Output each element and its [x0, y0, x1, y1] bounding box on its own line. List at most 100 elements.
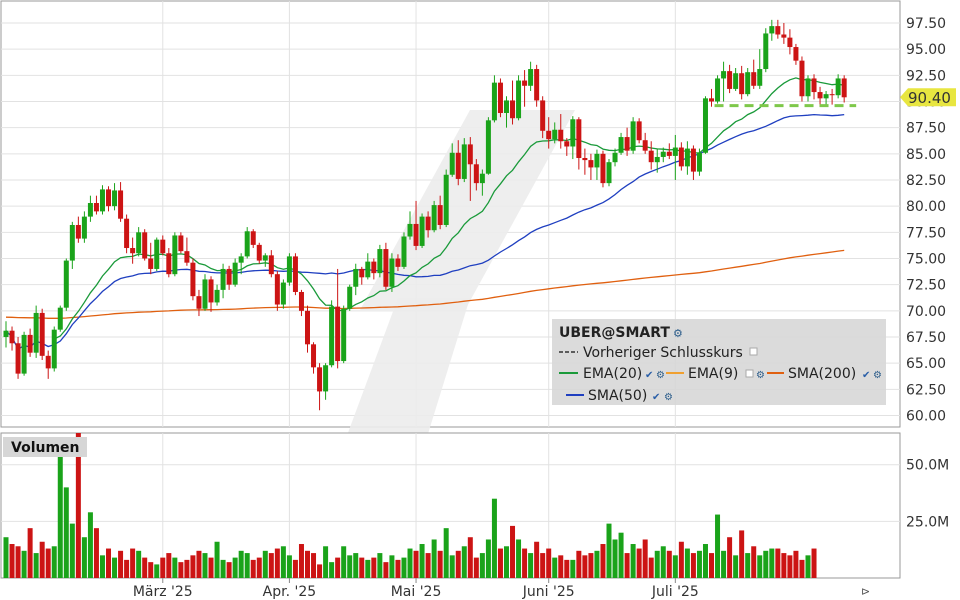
volume-bar [528, 553, 534, 578]
volume-bar [642, 539, 648, 578]
candle-body [118, 190, 124, 219]
volume-bar [684, 548, 690, 578]
volume-axis-labels: 50.0M 25.0M [906, 458, 949, 531]
scroll-right-arrow-icon[interactable]: ⊳ [861, 585, 870, 598]
candle-body [166, 253, 172, 275]
volume-bar [298, 544, 304, 578]
time-tick-label: Apr. '25 [263, 584, 317, 600]
candle-body [305, 310, 310, 345]
volume-bar [612, 539, 618, 578]
volume-bar [654, 550, 660, 578]
volume-bar [739, 530, 745, 578]
volume-bar [39, 541, 45, 578]
volume-bar [413, 550, 419, 578]
volume-bar [648, 557, 654, 578]
volume-bar [329, 562, 335, 578]
volume-title: Volumen [11, 440, 80, 456]
candle-body [485, 120, 491, 174]
candle-body [739, 73, 745, 95]
candle-body [69, 224, 75, 261]
candle-body [27, 334, 33, 353]
candle-body [781, 34, 787, 38]
volume-bar [485, 539, 491, 578]
candle-body [106, 189, 112, 207]
candle-body [286, 256, 292, 283]
volume-bar [781, 553, 787, 578]
volume-bar [274, 548, 280, 578]
volume-bar [715, 514, 721, 578]
volume-bar [702, 544, 708, 578]
candle-body [829, 94, 835, 96]
price-tick-label: 70.00 [906, 304, 946, 320]
legend-sma200-check-icon[interactable]: ✔ [862, 370, 870, 381]
legend-sma50-check-icon[interactable]: ✔ [652, 392, 660, 403]
candle-body [196, 296, 202, 309]
volume-bar [371, 557, 377, 578]
candle-body [588, 160, 594, 168]
volume-bar [148, 562, 154, 578]
legend-ema9-settings-icon[interactable]: ⚙ [756, 370, 765, 381]
candle-body [793, 47, 799, 61]
sma200-line [5, 249, 845, 319]
volume-bars [3, 433, 817, 578]
volume-bar [721, 550, 727, 578]
legend-ema9-checkbox[interactable] [745, 369, 754, 378]
candle-body [93, 203, 99, 212]
volume-bar [383, 562, 389, 578]
volume-bar [425, 553, 431, 578]
volume-bar [395, 559, 401, 578]
candle-body [389, 258, 395, 287]
volume-bar [323, 546, 329, 578]
volume-bar [540, 553, 546, 578]
volume-bar [473, 557, 479, 578]
candle-body [184, 251, 190, 263]
candle-body [733, 73, 739, 89]
candle-body [690, 148, 696, 172]
legend-settings-icon[interactable]: ⚙ [673, 327, 683, 340]
volume-bar [503, 546, 509, 578]
candle-body [214, 289, 220, 303]
volume-bar [268, 553, 274, 578]
last-price-tag: 90.40 [900, 88, 956, 107]
volume-bar [660, 546, 666, 578]
candle-body [630, 121, 636, 151]
volume-bar [292, 559, 298, 578]
legend-sma200-settings-icon[interactable]: ⚙ [873, 370, 882, 381]
candle-body [274, 274, 280, 305]
candle-body [329, 306, 335, 366]
volume-bar [751, 546, 757, 578]
candle-body [437, 205, 443, 225]
candle-body [516, 80, 522, 119]
volume-bar [793, 550, 799, 578]
candle-body [666, 151, 672, 156]
candle-body [660, 151, 666, 157]
time-tick-label: Juli '25 [651, 584, 699, 600]
price-tick-label: 62.50 [906, 382, 946, 398]
candle-body [811, 78, 817, 93]
volume-bar [27, 528, 33, 578]
volume-bar [769, 548, 775, 578]
candle-body [268, 255, 274, 275]
candle-body [51, 329, 57, 369]
candle-body [612, 152, 618, 163]
legend-ema9-label: EMA(9) [688, 366, 738, 382]
legend-ema20-check-icon[interactable]: ✔ [645, 370, 653, 381]
candle-body [787, 37, 793, 48]
volume-bar [190, 555, 196, 578]
volume-bar [564, 559, 570, 578]
price-tick-label: 75.00 [906, 251, 946, 267]
candle-body [576, 119, 582, 159]
legend-ema20-settings-icon[interactable]: ⚙ [656, 370, 665, 381]
legend-sma50-settings-icon[interactable]: ⚙ [664, 392, 673, 403]
volume-bar [359, 557, 365, 578]
volume-bar [745, 553, 751, 578]
candle-body [202, 279, 208, 309]
volume-bar [799, 559, 805, 578]
volume-bar [522, 548, 528, 578]
candle-body [130, 248, 136, 254]
volume-bar [238, 550, 244, 578]
volume-bar [112, 557, 118, 578]
candle-body [99, 189, 105, 212]
legend-prev-close-checkbox[interactable] [749, 347, 758, 356]
